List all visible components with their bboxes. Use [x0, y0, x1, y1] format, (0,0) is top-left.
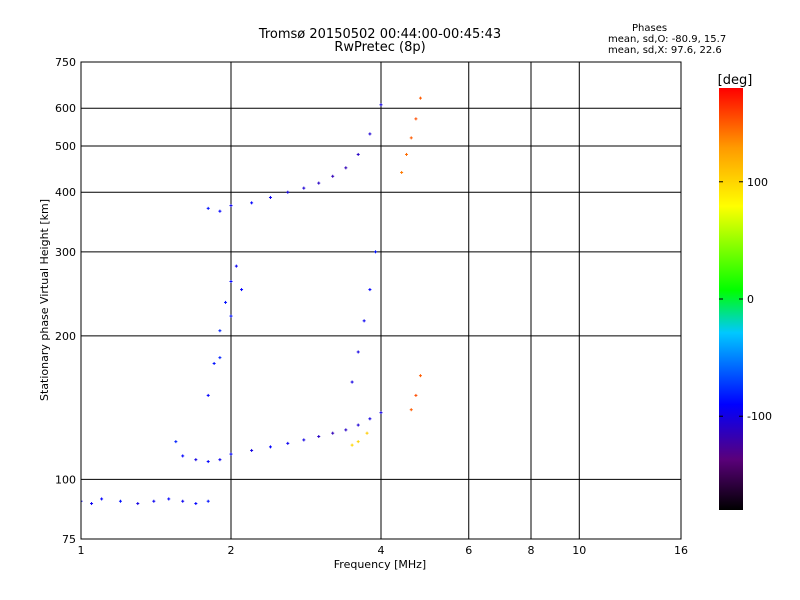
- chart-subtitle: RwPretec (8p): [334, 40, 426, 55]
- data-point: [379, 411, 383, 415]
- y-tick-label: 500: [55, 140, 76, 153]
- y-tick-label: 200: [55, 330, 76, 343]
- data-point: [331, 174, 335, 178]
- x-tick-label: 2: [228, 544, 235, 557]
- data-points: [81, 96, 422, 506]
- data-point: [368, 132, 372, 136]
- y-tick-label: 400: [55, 186, 76, 199]
- data-point: [229, 452, 233, 456]
- x-tick-labels: 1 2 4 6 8 10 16: [78, 544, 689, 557]
- data-point: [250, 201, 254, 205]
- data-point: [81, 499, 83, 503]
- plot-frame: [80, 61, 682, 540]
- colorbar-ticks: 100 0 -100: [719, 176, 772, 423]
- colorbar-tick-label: 100: [747, 176, 768, 189]
- grid-lines: [81, 62, 681, 539]
- data-point: [317, 181, 321, 185]
- data-point: [181, 454, 185, 458]
- data-point: [350, 443, 354, 447]
- x-tick-label: 16: [674, 544, 688, 557]
- data-point: [368, 417, 372, 421]
- data-point: [181, 499, 185, 503]
- data-point: [302, 186, 306, 190]
- data-point: [250, 448, 254, 452]
- stats-line-o: mean, sd,O: -80.9, 15.7: [608, 34, 727, 45]
- data-point: [344, 166, 348, 170]
- data-point: [302, 438, 306, 442]
- x-tick-label: 8: [528, 544, 535, 557]
- chart-title: Tromsø 20150502 00:44:00-00:45:43: [258, 27, 502, 42]
- data-point: [174, 440, 178, 444]
- colorbar-tick-label: -100: [747, 410, 772, 423]
- y-tick-label: 600: [55, 102, 76, 115]
- data-point: [240, 288, 244, 292]
- data-point: [362, 319, 366, 323]
- data-point: [409, 136, 413, 140]
- data-point: [206, 499, 210, 503]
- data-point: [356, 423, 360, 427]
- data-point: [224, 300, 228, 304]
- stats-line-x: mean, sd,X: 97.6, 22.6: [608, 45, 722, 56]
- data-point: [206, 393, 210, 397]
- x-tick-label: 10: [572, 544, 586, 557]
- data-point: [365, 431, 369, 435]
- stats-heading: Phases: [632, 23, 668, 34]
- data-point: [414, 393, 418, 397]
- y-tick-label: 100: [55, 473, 76, 486]
- data-point: [218, 209, 222, 213]
- y-tick-labels: 75 100 200 300 400 500 600 750: [55, 56, 76, 546]
- data-point: [331, 431, 335, 435]
- data-point: [414, 117, 418, 121]
- data-point: [229, 314, 233, 318]
- data-point: [404, 152, 408, 156]
- x-tick-label: 1: [78, 544, 85, 557]
- data-point: [368, 288, 372, 292]
- data-point: [194, 458, 198, 462]
- data-point: [356, 440, 360, 444]
- data-point: [194, 502, 198, 506]
- x-tick-label: 6: [465, 544, 472, 557]
- data-point: [350, 380, 354, 384]
- x-axis-label: Frequency [MHz]: [334, 558, 426, 571]
- data-point: [286, 441, 290, 445]
- data-point: [212, 361, 216, 365]
- data-point: [286, 190, 290, 194]
- data-point: [118, 499, 122, 503]
- data-point: [229, 204, 233, 208]
- data-point: [234, 264, 238, 268]
- colorbar-tick-label: 0: [747, 293, 754, 306]
- data-point: [268, 445, 272, 449]
- data-point: [152, 499, 156, 503]
- data-point: [356, 350, 360, 354]
- data-point: [218, 329, 222, 333]
- x-tick-label: 4: [378, 544, 385, 557]
- data-point: [206, 460, 210, 464]
- data-point: [229, 279, 233, 283]
- y-tick-label: 750: [55, 56, 76, 69]
- y-axis-label: Stationary phase Virtual Height [km]: [38, 199, 51, 401]
- colorbar-label: [deg]: [718, 73, 753, 88]
- data-point: [167, 497, 171, 501]
- data-point: [218, 458, 222, 462]
- y-tick-label: 300: [55, 246, 76, 259]
- data-point: [374, 250, 378, 254]
- data-point: [90, 502, 94, 506]
- data-point: [206, 206, 210, 210]
- data-point: [268, 195, 272, 199]
- data-point: [136, 502, 140, 506]
- data-point: [418, 96, 422, 100]
- y-tick-label: 75: [62, 533, 76, 546]
- data-point: [409, 408, 413, 412]
- data-point: [317, 435, 321, 439]
- data-point: [100, 497, 104, 501]
- data-point: [400, 170, 404, 174]
- data-point: [356, 152, 360, 156]
- data-point: [418, 374, 422, 378]
- data-point: [379, 103, 383, 107]
- data-point: [218, 356, 222, 360]
- data-point: [344, 428, 348, 432]
